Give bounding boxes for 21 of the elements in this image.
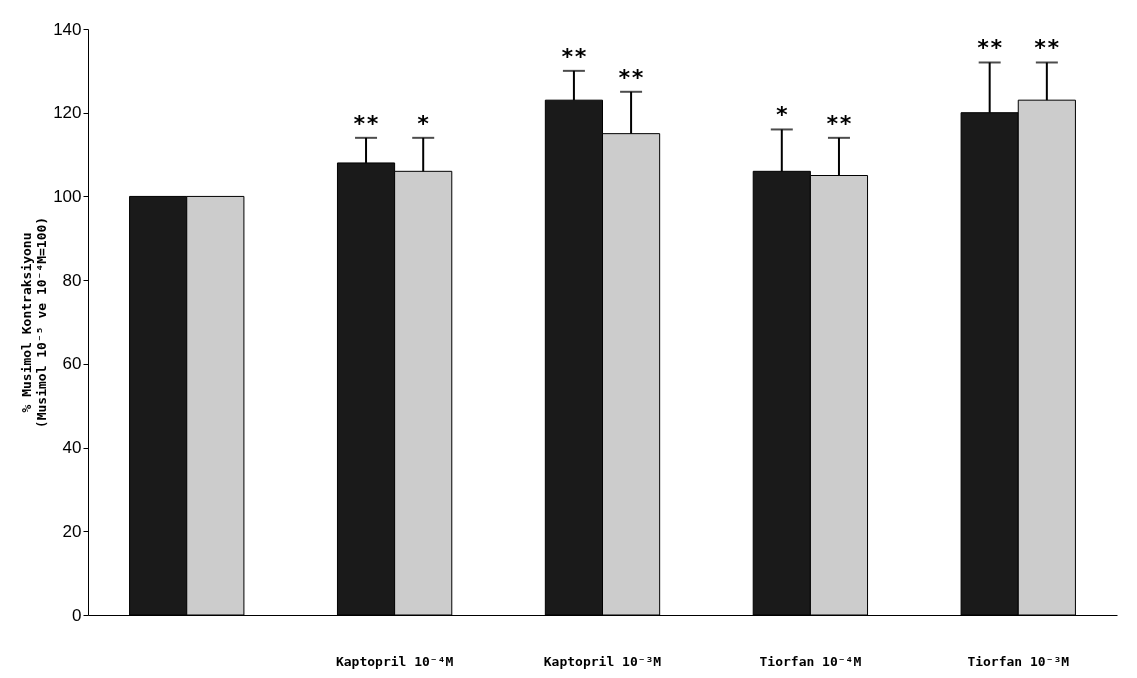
y-tick-label: 80: [62, 270, 82, 290]
y-tick-label: 40: [62, 438, 82, 458]
data-label: **: [617, 64, 645, 90]
y-tick-label: 100: [53, 186, 82, 206]
y-tick-label: 120: [53, 103, 82, 123]
x-tick-label: Kaptopril 10⁻³M: [543, 653, 662, 669]
y-tick-label: 60: [62, 354, 82, 374]
x-tick-label: Tiorfan 10⁻³M: [967, 653, 1070, 669]
data-label: **: [560, 43, 588, 69]
y-tick-label: 0: [72, 605, 82, 625]
data-label: *: [775, 102, 789, 128]
data-label: **: [1033, 35, 1061, 61]
data-label: **: [825, 110, 853, 136]
y-tick-label: 140: [53, 19, 82, 39]
y-tick-label: 20: [62, 521, 82, 541]
x-tick-label: Tiorfan 10⁻⁴M: [759, 653, 862, 669]
data-label: *: [416, 110, 430, 136]
x-tick-label: Kaptopril 10⁻⁴M: [335, 653, 454, 669]
y-axis-title: % Musimol Kontraksiyonu (Musimol 10⁻⁵ ve 10⁻⁴M=100): [19, 216, 50, 429]
data-label: **: [976, 35, 1003, 61]
data-label: **: [352, 110, 380, 136]
